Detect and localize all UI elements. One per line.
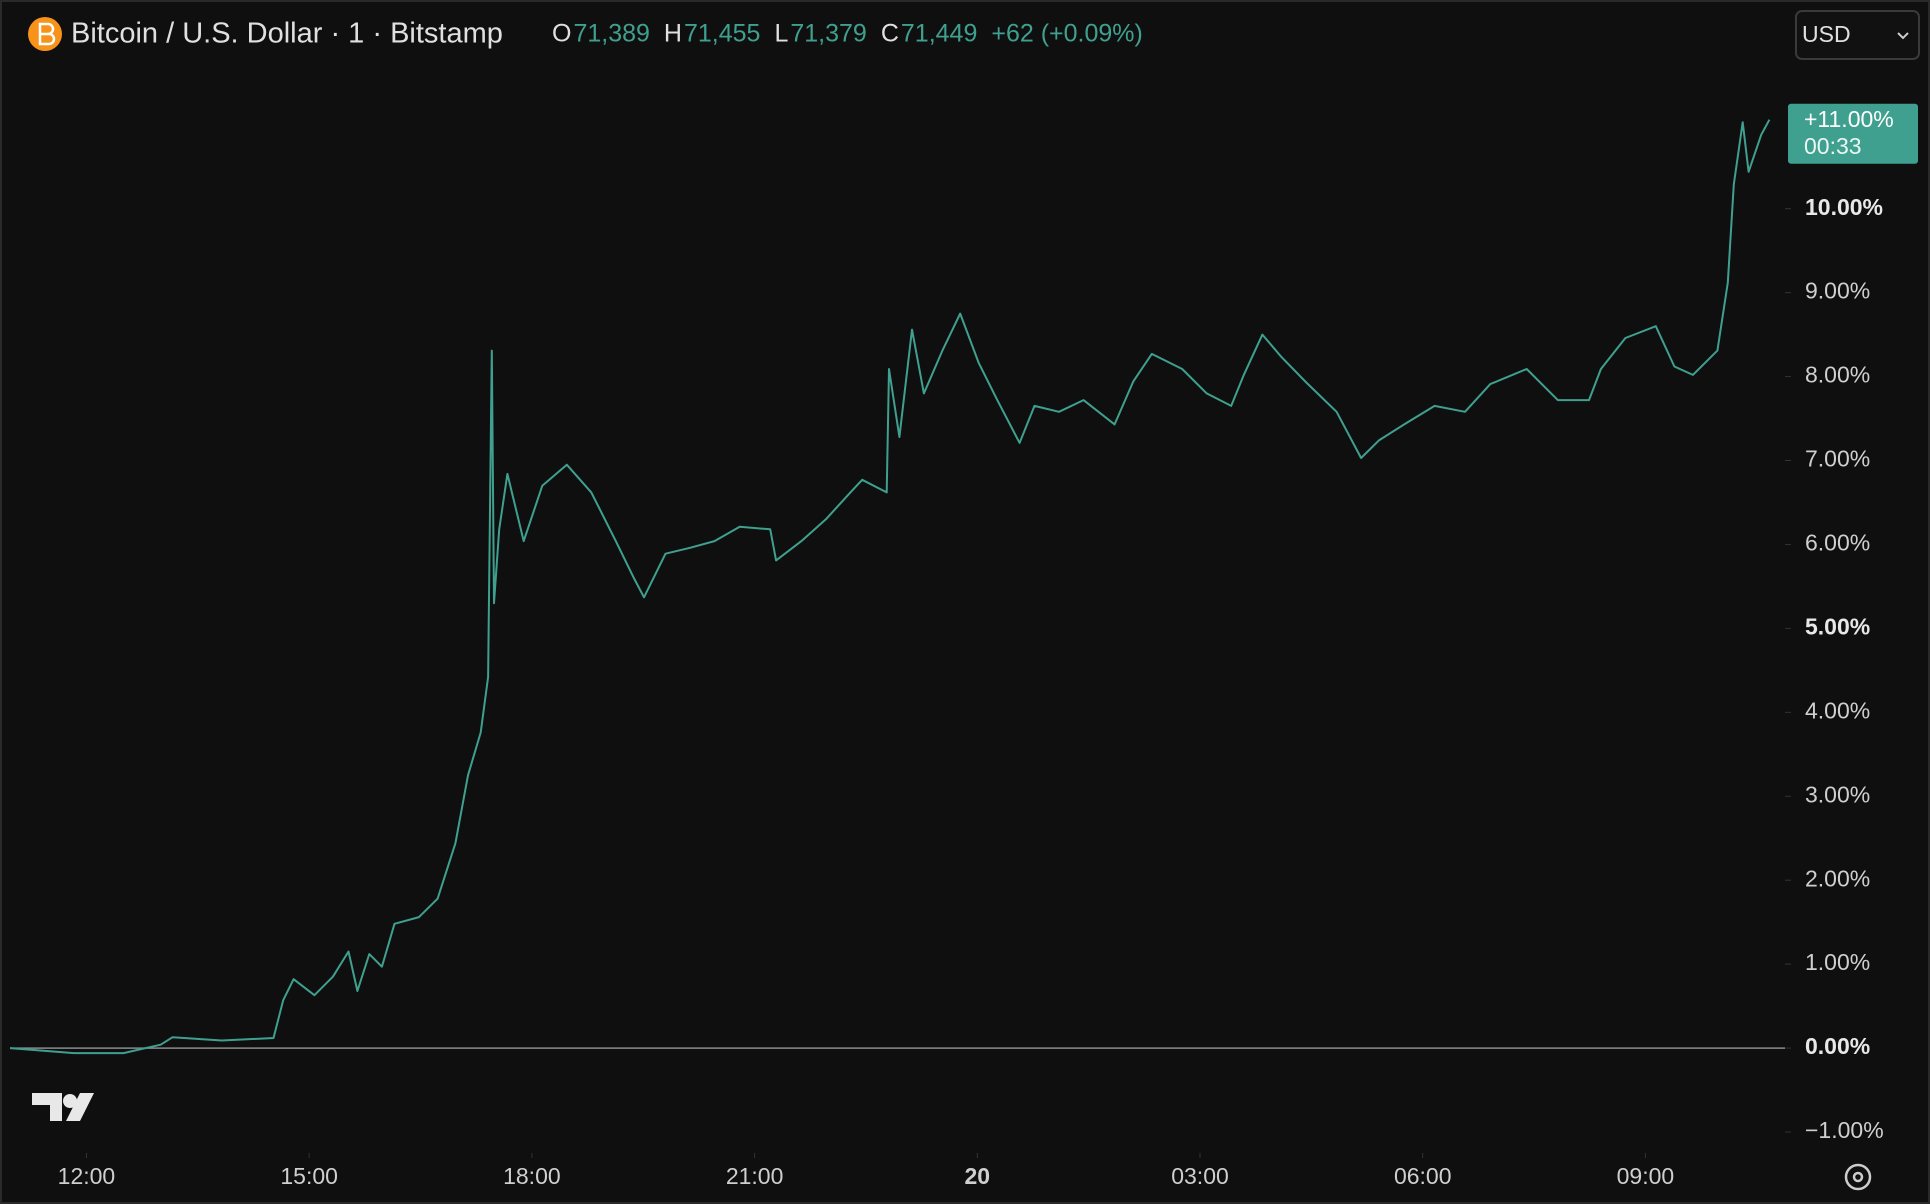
y-tick-label: 1.00% — [1805, 949, 1870, 975]
badge-countdown: 00:33 — [1804, 133, 1862, 159]
ohlc-key: O — [552, 20, 571, 48]
tradingview-logo — [32, 1093, 94, 1121]
y-tick-label: 7.00% — [1805, 446, 1870, 472]
currency-label[interactable]: USD — [1802, 21, 1851, 47]
y-tick-label: 8.00% — [1805, 362, 1870, 388]
y-tick-label: 6.00% — [1805, 530, 1870, 556]
currency-select[interactable] — [1795, 10, 1920, 60]
x-tick-label: 15:00 — [280, 1163, 338, 1189]
badge-label: +11.00% — [1804, 106, 1894, 132]
y-tick-label: 5.00% — [1805, 613, 1870, 639]
dropdown-arrow — [1897, 32, 1909, 40]
price-badge — [1788, 103, 1918, 164]
ohlc-value: 71,389 — [573, 20, 649, 48]
logo-part — [32, 1093, 62, 1121]
x-tick-label: 09:00 — [1617, 1163, 1675, 1189]
y-tick-label: 2.00% — [1805, 865, 1870, 891]
ohlc-key: H — [664, 20, 682, 48]
symbol-title: Bitcoin / U.S. Dollar · 1 · Bitstamp — [71, 18, 503, 50]
x-tick-label: 20 — [965, 1163, 991, 1189]
x-tick-label: 06:00 — [1394, 1163, 1452, 1189]
ohlc-value: 71,379 — [790, 20, 866, 48]
ohlc-value: 71,449 — [901, 20, 977, 48]
x-tick-label: 03:00 — [1171, 1163, 1229, 1189]
logo-part — [66, 1093, 94, 1121]
logo-part — [63, 1094, 77, 1108]
y-tick-label: −1.00% — [1805, 1117, 1884, 1143]
gear-ring[interactable] — [1844, 1163, 1872, 1191]
price-line — [9, 119, 1771, 1055]
y-tick-label: 10.00% — [1805, 194, 1883, 220]
y-tick-label: 3.00% — [1805, 781, 1870, 807]
ohlc-legend: O 71,389 H 71,455 L 71,379 C 71,449 +62 (+0.09%) — [552, 20, 1143, 48]
gear-hub[interactable] — [1852, 1171, 1864, 1183]
x-tick-label: 18:00 — [503, 1163, 561, 1189]
ohlc-value: 71,455 — [684, 20, 760, 48]
x-tick-label: 21:00 — [726, 1163, 784, 1189]
settings-icon[interactable] — [1844, 1163, 1872, 1191]
ohlc-key: L — [774, 20, 788, 48]
y-tick-label: 9.00% — [1805, 278, 1870, 304]
change: +62 (+0.09%) — [991, 20, 1143, 48]
y-tick-label: 4.00% — [1805, 697, 1870, 723]
x-tick-label: 12:00 — [58, 1163, 116, 1189]
y-tick-label: 0.00% — [1805, 1033, 1870, 1059]
coin-glyph — [38, 22, 56, 46]
ohlc-key: C — [881, 20, 899, 48]
